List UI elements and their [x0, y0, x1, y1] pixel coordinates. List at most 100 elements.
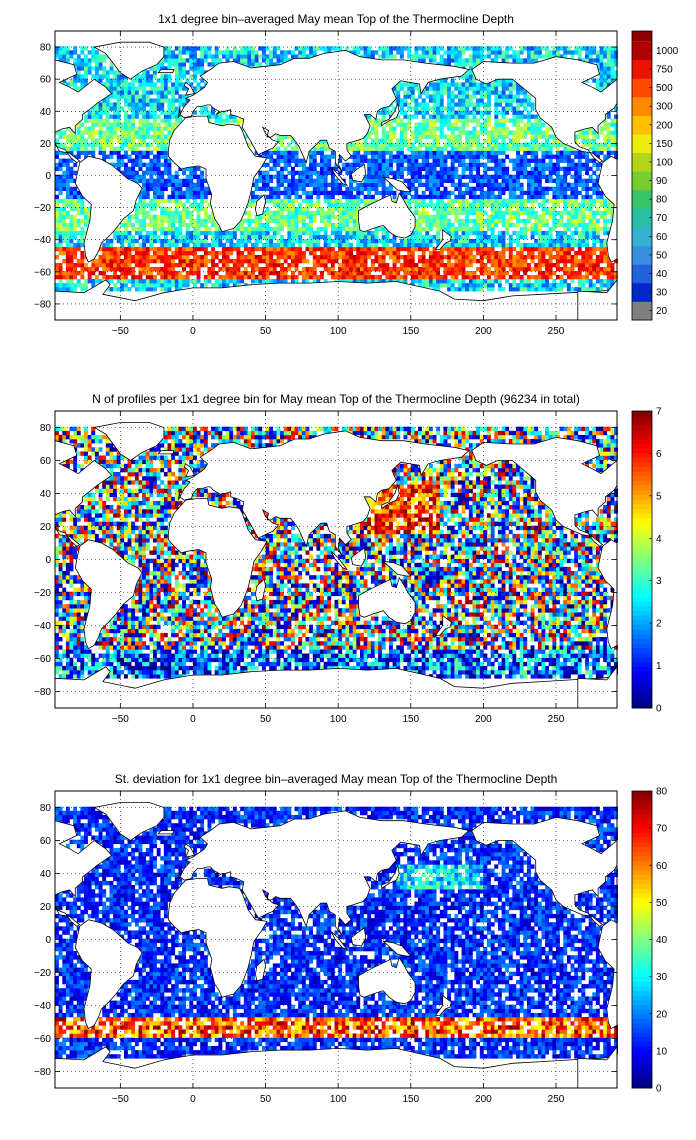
field-cell: [381, 190, 386, 196]
field-cell: [251, 218, 255, 224]
chart-svg-mean-depth: 1x1 degree bin–averaged May mean Top of …: [34, 12, 679, 337]
field-cell: [374, 226, 379, 232]
field-cell: [98, 255, 103, 260]
field-cell: [381, 263, 386, 268]
field-cell: [505, 126, 510, 131]
field-cell: [425, 226, 430, 232]
field-cell: [556, 259, 560, 264]
field-cell: [454, 110, 459, 115]
field-cell: [229, 251, 234, 256]
field-cell: [236, 222, 241, 228]
field-cell: [370, 154, 375, 159]
field-cell: [501, 130, 506, 135]
field-cell: [370, 146, 375, 151]
field-cell: [428, 279, 433, 284]
field-cell: [120, 130, 125, 135]
field-cell: [465, 263, 470, 268]
field-cell: [461, 251, 466, 256]
field-cell: [84, 130, 88, 135]
field-cell: [370, 194, 375, 200]
field-cell: [80, 255, 85, 260]
field-cell: [149, 126, 154, 131]
field-cell: [76, 263, 81, 268]
field-cell: [360, 271, 364, 276]
field-cell: [214, 114, 219, 119]
field-cell: [309, 267, 313, 272]
field-cell: [134, 255, 139, 260]
field-cell: [185, 242, 190, 248]
field-cell: [145, 246, 150, 252]
field-cell: [454, 218, 459, 224]
field-cell: [588, 206, 593, 212]
field-cell: [193, 226, 197, 232]
field-cell: [516, 130, 520, 135]
field-cell: [501, 106, 506, 111]
field-cell: [519, 182, 524, 187]
field-cell: [113, 90, 117, 95]
field-cell: [360, 158, 364, 163]
field-cell: [465, 142, 470, 147]
field-cell: [363, 138, 368, 143]
field-cell: [414, 222, 419, 228]
field-cell: [84, 267, 88, 272]
field-cell: [592, 271, 597, 276]
field-cell: [55, 234, 59, 240]
field-cell: [178, 255, 183, 260]
field-cell: [243, 275, 248, 280]
field-cell: [548, 186, 553, 191]
field-cell: [94, 130, 99, 135]
field-cell: [541, 218, 546, 224]
field-cell: [367, 230, 372, 236]
field-cell: [102, 70, 107, 75]
field-cell: [516, 138, 520, 143]
field-cell: [341, 222, 346, 228]
field-cell: [407, 102, 412, 107]
field-cell: [65, 251, 70, 256]
field-cell: [182, 182, 186, 187]
field-cell: [563, 150, 568, 155]
field-cell: [102, 146, 107, 151]
field-cell: [167, 174, 172, 179]
field-cell: [69, 158, 74, 163]
field-cell: [178, 98, 183, 103]
field-cell: [182, 255, 186, 260]
field-cell: [127, 230, 132, 236]
field-cell: [280, 170, 284, 175]
field-cell: [465, 259, 470, 264]
field-cell: [84, 206, 88, 212]
field-cell: [62, 134, 67, 139]
field-cell: [200, 222, 205, 228]
field-cell: [167, 194, 172, 200]
field-cell: [294, 267, 299, 272]
field-cell: [349, 218, 353, 224]
field-cell: [98, 78, 103, 83]
field-cell: [189, 279, 194, 284]
field-cell: [341, 271, 346, 276]
field-cell: [272, 234, 277, 240]
field-cell: [508, 283, 513, 288]
field-cell: [432, 178, 437, 183]
field-cell: [392, 134, 397, 139]
field-cell: [149, 134, 154, 139]
field-cell: [570, 238, 575, 244]
field-cell: [69, 170, 74, 175]
field-cell: [512, 162, 517, 167]
field-cell: [265, 182, 270, 187]
field-cell: [443, 90, 448, 95]
field-cell: [73, 78, 78, 83]
field-cell: [309, 230, 313, 236]
field-cell: [80, 234, 85, 240]
field-cell: [163, 238, 168, 244]
field-cell: [545, 198, 549, 204]
field-cell: [276, 162, 281, 167]
field-cell: [479, 126, 484, 131]
field-cell: [508, 118, 513, 123]
field-cell: [581, 218, 586, 224]
field-cell: [530, 158, 535, 163]
field-cell: [134, 98, 139, 103]
field-cell: [595, 162, 600, 167]
field-cell: [120, 230, 125, 236]
field-cell: [211, 267, 215, 272]
field-cell: [403, 271, 408, 276]
field-cell: [370, 275, 375, 280]
